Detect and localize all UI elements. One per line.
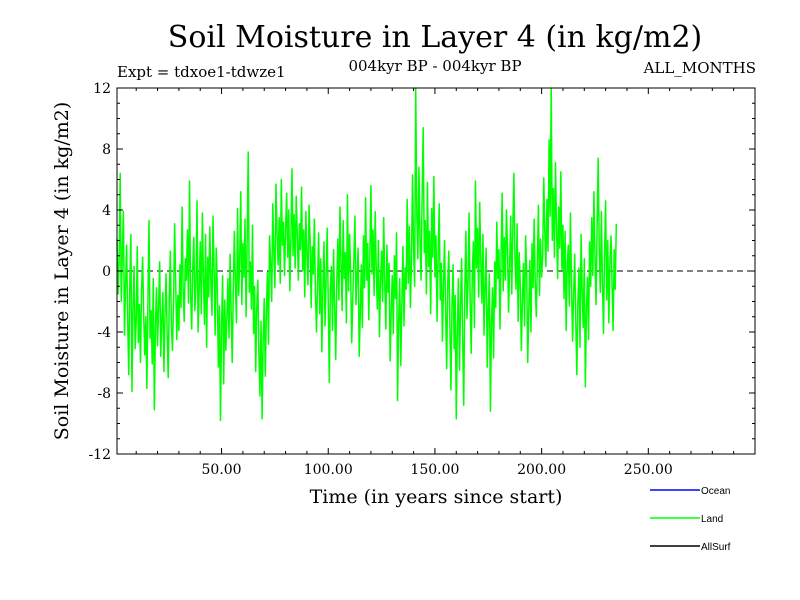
axis-ticks: -12 -8 -4 0 4 8 12 50.00 100.00 150.00 200.00 250.0…: [88, 81, 755, 478]
y-tick-label: 4: [102, 203, 111, 219]
x-axis-label: Time (in years since start): [310, 486, 563, 508]
legend-land-label: Land: [701, 514, 723, 525]
y-tick-label: -8: [97, 386, 111, 402]
chart-subtitle: 004kyr BP - 004kyr BP: [348, 57, 521, 75]
period-label: ALL_MONTHS: [643, 59, 756, 77]
y-axis-label: Soil Moisture in Layer 4 (in kg/m2): [51, 102, 73, 441]
expt-label: Expt = tdxoe1-tdwze1: [117, 63, 286, 81]
x-tick-label: 150.00: [410, 462, 459, 478]
y-tick-label: 0: [102, 264, 111, 280]
legend-ocean-label: Ocean: [701, 486, 730, 497]
x-tick-label: 200.00: [517, 462, 566, 478]
series-land-line: [116, 87, 618, 422]
x-tick-label: 100.00: [304, 462, 353, 478]
y-tick-label: 8: [102, 142, 111, 158]
x-tick-label: 50.00: [202, 462, 242, 478]
legend: Ocean Land AllSurf: [650, 486, 731, 553]
plot-area: [116, 87, 755, 422]
y-tick-label: -4: [97, 325, 111, 341]
legend-allsurf-label: AllSurf: [701, 542, 731, 553]
y-tick-label: -12: [88, 447, 111, 463]
y-tick-label: 12: [93, 81, 111, 97]
plot-frame: [116, 87, 756, 455]
chart-title: Soil Moisture in Layer 4 (in kg/m2): [168, 20, 702, 55]
x-tick-label: 250.00: [624, 462, 673, 478]
